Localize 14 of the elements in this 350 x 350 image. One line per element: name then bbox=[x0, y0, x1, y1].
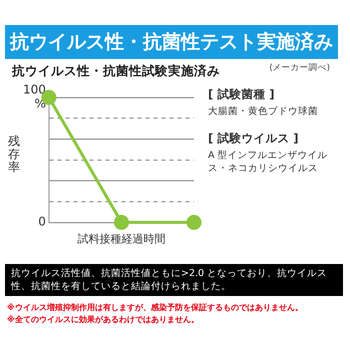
x-axis-title: 試料接種経過時間 bbox=[77, 232, 166, 246]
y-axis-title: 残存率 bbox=[8, 134, 20, 174]
text: [ 試験ウイルス ] bbox=[208, 131, 300, 145]
text: ※全てのウイルスに効果があるわけではありません。 bbox=[7, 314, 200, 326]
text: [ 試験菌種 ] bbox=[208, 87, 276, 101]
text: 抗ウイルス活性値、抗菌活性値ともに>2.0 となっており、抗ウイルス性、抗菌性を有していると結論付けられました。 bbox=[5, 264, 343, 296]
chart-title: 抗ウイルス性・抗菌性テスト実施済み bbox=[5, 25, 338, 59]
text: 大腸菌・黄色ブドウ球菌 bbox=[208, 105, 319, 118]
text: A 型インフルエンザウイルス・ネコカリシウイルス bbox=[208, 149, 329, 175]
y-tick-label: 0 bbox=[38, 214, 46, 229]
text: (メーカー調べ) bbox=[269, 62, 330, 74]
y-tick-label: 100 % bbox=[23, 82, 46, 111]
text: ※ウイルス増殖抑制作用は有しますが、感染予防を保証するものではありません。 bbox=[7, 302, 304, 314]
chart-subtitle: 抗ウイルス性・抗菌性試験実施済み bbox=[12, 63, 220, 80]
